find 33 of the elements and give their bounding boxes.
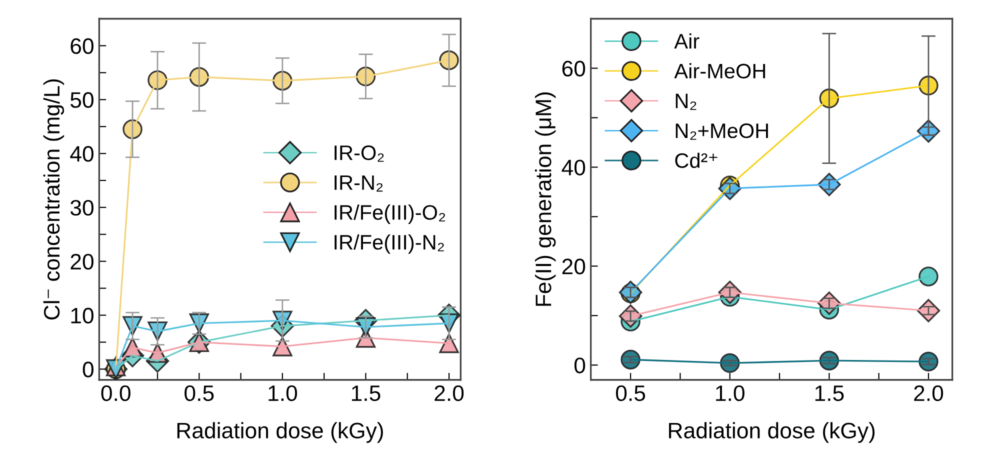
legend-label: Cd²⁺ xyxy=(675,152,718,168)
y-axis-title: Fe(II) generation (μM) xyxy=(534,92,556,306)
y-tick-label: 0 xyxy=(82,362,94,378)
y-tick-label: 10 xyxy=(71,308,94,324)
legend-label: IR-N₂ xyxy=(334,175,383,192)
x-tick-label: 2.0 xyxy=(434,385,464,402)
y-tick-label: 60 xyxy=(562,60,586,76)
x-tick-label: 1.0 xyxy=(716,385,744,402)
legend-label: IR/Fe(III)-O₂ xyxy=(334,204,446,224)
legend-label: N₂ xyxy=(676,94,696,110)
x-axis-title: Radiation dose (kGy) xyxy=(669,422,875,443)
legend-label: N₂+MeOH xyxy=(676,123,768,140)
legend-label: IR-O₂ xyxy=(334,145,384,162)
y-tick-label: 40 xyxy=(70,146,94,162)
x-tick-label: 1.5 xyxy=(815,386,844,402)
x-tick-label: 1.5 xyxy=(352,386,380,402)
x-tick-label: 0.5 xyxy=(184,385,214,402)
x-tick-label: 2.0 xyxy=(914,385,944,402)
y-tick-label: 0 xyxy=(574,358,586,374)
y-tick-label: 20 xyxy=(70,254,94,270)
x-tick-label: 1.0 xyxy=(268,385,298,402)
legend-label: Air xyxy=(674,33,700,48)
x-tick-label: 0.5 xyxy=(616,385,646,402)
x-axis-title: Radiation dose (kGy) xyxy=(177,422,383,443)
y-tick-label: 50 xyxy=(70,92,94,108)
y-tick-label: 20 xyxy=(562,258,586,274)
legend-label: IR/Fe(III)-N₂ xyxy=(334,234,444,254)
y-tick-label: 30 xyxy=(70,200,94,216)
legend-label: Air-MeOH xyxy=(674,63,766,78)
x-tick-label: 0.0 xyxy=(101,385,130,402)
y-axis-title: Cl⁻ concentration (mg/L) xyxy=(43,79,64,320)
y-tick-label: 60 xyxy=(70,38,94,54)
y-tick-label: 40 xyxy=(562,160,586,176)
